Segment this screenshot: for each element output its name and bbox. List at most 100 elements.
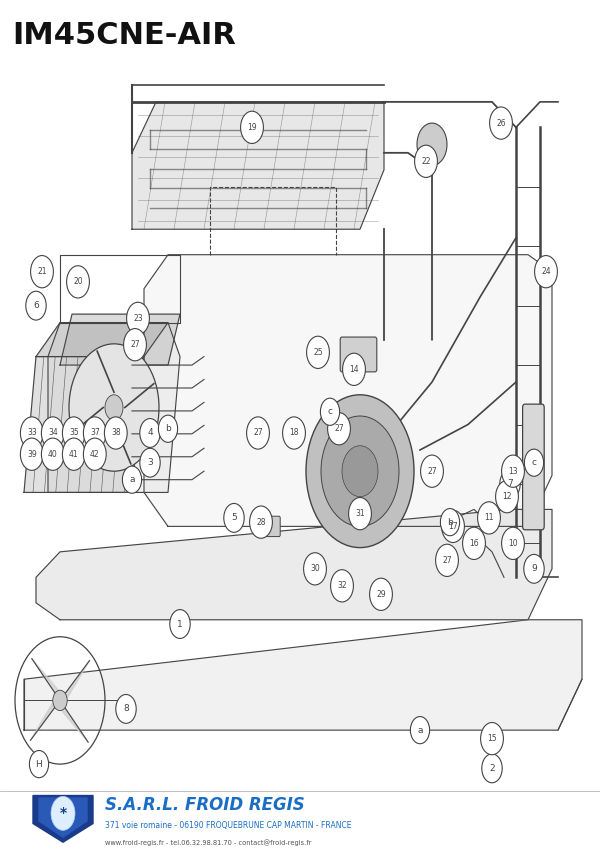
Text: 6: 6 [33,301,39,310]
Polygon shape [60,314,180,365]
Text: b: b [165,424,171,433]
Circle shape [247,417,269,449]
Circle shape [224,503,244,532]
Circle shape [442,510,464,543]
Circle shape [496,481,518,513]
Circle shape [62,438,85,470]
Text: 33: 33 [27,429,37,437]
Text: 40: 40 [48,450,58,458]
Text: 39: 39 [27,450,37,458]
Text: 18: 18 [289,429,299,437]
Text: 10: 10 [508,539,518,548]
Circle shape [328,413,350,445]
Circle shape [482,754,502,783]
Text: 19: 19 [247,123,257,132]
Circle shape [83,438,106,470]
Circle shape [307,336,329,368]
Circle shape [104,417,127,449]
Circle shape [342,446,378,497]
Circle shape [41,417,64,449]
Polygon shape [36,509,552,620]
Text: 371 voie romaine - 06190 FROQUEBRUNE CAP MARTIN - FRANCE: 371 voie romaine - 06190 FROQUEBRUNE CAP… [105,821,352,830]
Text: 22: 22 [421,157,431,166]
Circle shape [370,578,392,610]
Text: c: c [532,458,536,467]
Circle shape [140,419,160,447]
Text: H: H [35,760,43,768]
FancyBboxPatch shape [263,516,280,537]
Circle shape [306,395,414,548]
Text: 11: 11 [484,514,494,522]
Circle shape [20,438,43,470]
Circle shape [331,570,353,602]
Circle shape [304,553,326,585]
Circle shape [83,417,106,449]
Text: 34: 34 [48,429,58,437]
Circle shape [122,466,142,493]
Circle shape [410,717,430,744]
Text: 23: 23 [133,314,143,323]
Circle shape [535,256,557,288]
Circle shape [478,502,500,534]
Circle shape [481,722,503,755]
Polygon shape [36,323,168,357]
Text: 16: 16 [469,539,479,548]
Circle shape [31,256,53,288]
Text: 21: 21 [37,267,47,276]
Circle shape [116,694,136,723]
Polygon shape [60,661,89,700]
Text: 3: 3 [147,458,153,467]
Text: 15: 15 [487,734,497,743]
Circle shape [69,344,159,471]
Text: 41: 41 [69,450,79,458]
Text: 24: 24 [541,267,551,276]
Text: 37: 37 [90,429,100,437]
Text: 27: 27 [442,556,452,565]
Circle shape [490,107,512,139]
Text: 8: 8 [123,705,129,713]
Text: b: b [447,518,453,526]
Circle shape [321,416,399,526]
Text: 27: 27 [253,429,263,437]
Polygon shape [33,796,93,842]
Circle shape [41,438,64,470]
Polygon shape [60,700,88,742]
Circle shape [500,469,520,498]
Polygon shape [39,798,87,837]
Circle shape [105,395,123,420]
Circle shape [524,449,544,476]
Text: 31: 31 [355,509,365,518]
Text: 2: 2 [489,764,495,773]
Text: 20: 20 [73,278,83,286]
Circle shape [502,527,524,559]
Circle shape [67,266,89,298]
Text: 28: 28 [256,518,266,526]
Circle shape [349,498,371,530]
Text: 27: 27 [427,467,437,475]
Text: c: c [328,408,332,416]
Circle shape [417,123,447,166]
Circle shape [463,527,485,559]
Text: 7: 7 [507,480,513,488]
Circle shape [26,291,46,320]
FancyBboxPatch shape [523,404,544,530]
Circle shape [421,455,443,487]
Text: 26: 26 [496,119,506,127]
Text: 29: 29 [376,590,386,599]
Circle shape [158,415,178,442]
Text: S.A.R.L. FROID REGIS: S.A.R.L. FROID REGIS [105,796,305,814]
Circle shape [124,329,146,361]
Polygon shape [31,700,60,740]
Polygon shape [144,255,552,526]
Text: IM45CNE-AIR: IM45CNE-AIR [12,21,236,50]
Text: 12: 12 [502,492,512,501]
Circle shape [140,448,160,477]
Text: 35: 35 [69,429,79,437]
Text: 30: 30 [310,565,320,573]
Circle shape [436,544,458,576]
Text: 32: 32 [337,582,347,590]
Circle shape [20,417,43,449]
Circle shape [524,554,544,583]
Circle shape [53,690,67,711]
Text: a: a [417,726,423,734]
